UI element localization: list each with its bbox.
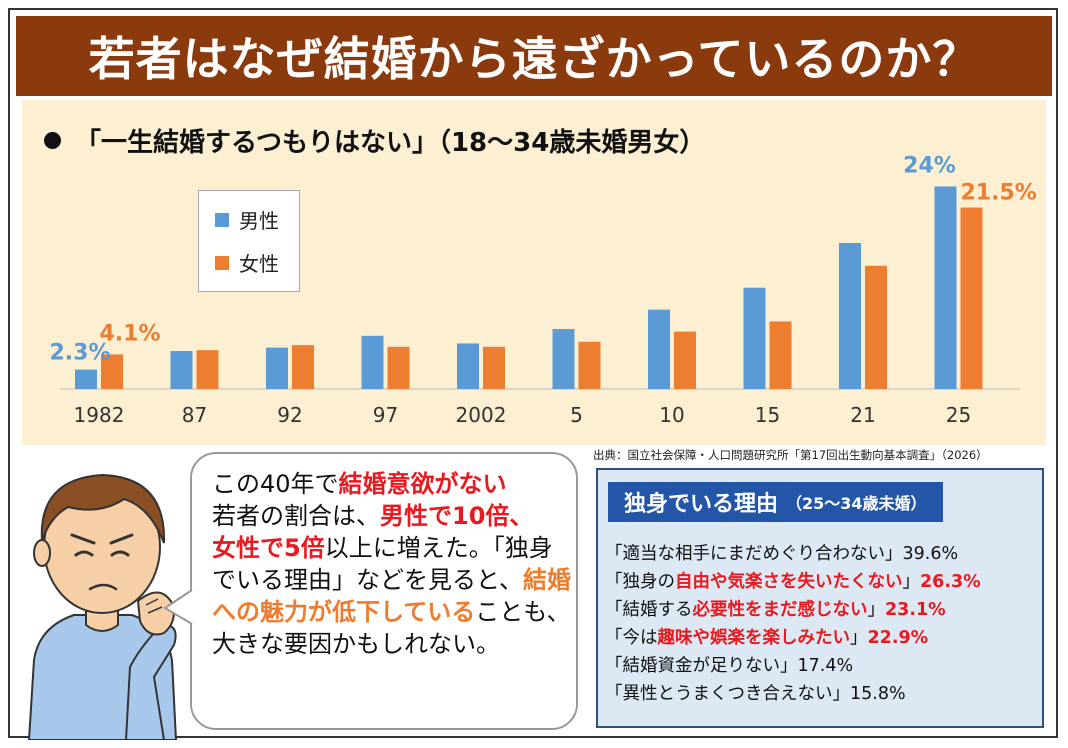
reason-hl: 自由や気楽さを失いたくない (675, 572, 903, 592)
bar-male-2002 (457, 343, 479, 389)
bubble-text-2: 若者の割合は、 (212, 502, 380, 530)
reason-hl: 必要性をまだ感じない (692, 600, 868, 620)
x-tick-label-1982: 1982 (74, 403, 125, 427)
legend-label-female: 女性 (239, 252, 279, 276)
reason-item: 「今は趣味や娯楽を楽しみたい」22.9% (605, 624, 1041, 652)
reason-value: 26.3% (920, 572, 981, 592)
bubble-highlight-1: 結婚意欲がない (338, 470, 507, 498)
bar-male-92 (266, 347, 288, 389)
reason-post: 」 (867, 600, 886, 620)
bar-male-10 (648, 309, 670, 389)
page-title: 若者はなぜ結婚から遠ざかっているのか？ (16, 16, 1052, 96)
bar-male-25 (934, 186, 957, 389)
reasons-list: 「適当な相手にまだめぐり合わない」39.6% 「独身の自由や気楽さを失いたくない」… (605, 540, 1041, 708)
reason-item: 「異性とうまくつき合えない」15.8% (605, 680, 1041, 708)
reason-pre: 「今は (605, 628, 658, 648)
x-tick-label-15: 15 (755, 403, 780, 427)
reason-value: 23.1% (885, 600, 946, 620)
reason-item: 「適当な相手にまだめぐり合わない」39.6% (605, 540, 1041, 568)
bar-male-15 (743, 287, 766, 389)
bullet-icon (44, 132, 61, 149)
bubble-text-4: ことも、大きな要因かもしれない。 (212, 598, 571, 658)
bar-female-92 (292, 345, 314, 389)
x-tick-label-97: 97 (373, 403, 398, 427)
x-tick-label-87: 87 (182, 403, 207, 427)
reasons-heading-sub: （25〜34歳未婚） (786, 494, 927, 513)
legend-item-male: 男性 (215, 205, 279, 234)
reason-pre: 「異性とうまくつき合えない」 (605, 684, 850, 704)
reason-pre: 「結婚資金が足りない」 (605, 656, 798, 676)
reason-post: 」 (902, 572, 921, 592)
legend-item-female: 女性 (215, 248, 279, 277)
bubble-text-1: この40年で (212, 470, 339, 498)
bar-female-10 (674, 331, 696, 389)
bar-female-1982 (101, 354, 123, 389)
reason-pre: 「結婚する (605, 600, 693, 620)
bubble-highlight-4: 結婚への魅力が低下している (212, 566, 572, 626)
source-note: 出典：国立社会保障・人口問題研究所「第17回出生動向基本調査」（2026） (593, 448, 988, 462)
legend-swatch-female (215, 255, 229, 270)
bar-female-15 (769, 321, 792, 389)
bar-chart: 1982 87 92 97 2002 5 10 15 21 25 2.3%4.1% 24%21.5% (49, 153, 1037, 427)
chart-legend: 男性 女性 (198, 190, 300, 292)
bar-female-5 (578, 341, 601, 389)
reason-post: 」 (850, 628, 868, 648)
bar-female-97 (387, 346, 410, 389)
x-tick-label-5: 5 (570, 403, 583, 427)
data-label-female-first: 4.1% (99, 321, 160, 346)
data-label-female-last: 21.5% (961, 181, 1037, 206)
reasons-heading: 独身でいる理由 （25〜34歳未婚） (608, 482, 943, 522)
reason-pre: 「独身の (605, 572, 675, 592)
bubble-highlight-2: 男性で10倍、 (380, 502, 534, 530)
reasons-heading-text: 独身でいる理由 (624, 492, 779, 517)
reason-pre: 「適当な相手にまだめぐり合わない」 (605, 544, 903, 564)
data-label-male-first: 2.3% (49, 341, 110, 366)
reason-hl: 趣味や娯楽を楽しみたい (657, 628, 851, 648)
x-tick-label-92: 92 (277, 403, 302, 427)
chart-title-block: 「一生結婚するつもりはない」（18〜34歳未婚男女） (44, 122, 705, 159)
legend-label-male: 男性 (239, 209, 279, 233)
bar-male-87 (170, 351, 193, 389)
reason-item: 「結婚資金が足りない」17.4% (605, 652, 1041, 680)
speech-bubble-tail (163, 589, 193, 625)
bubble-text: この40年で結婚意欲がない 若者の割合は、男性で10倍、 女性で5倍以上に増えた… (212, 468, 574, 660)
x-tick-label-2002: 2002 (456, 403, 507, 427)
reason-value: 39.6% (902, 544, 959, 564)
worried-man-illustration (27, 473, 178, 740)
reason-value: 15.8% (850, 684, 906, 704)
reason-value: 22.9% (867, 628, 929, 648)
bar-female-2002 (483, 346, 505, 389)
x-tick-label-25: 25 (946, 403, 971, 427)
bar-male-1982 (75, 369, 97, 389)
x-tick-label-21: 21 (850, 403, 875, 427)
bubble-highlight-3: 女性で5倍 (212, 534, 325, 562)
bubble-text-3: 以上に増えた。「独身でいる理由」などを見ると、 (212, 534, 553, 594)
bar-male-5 (552, 329, 575, 389)
chart-title: 「一生結婚するつもりはない」（18〜34歳未婚男女） (75, 128, 706, 158)
data-label-male-last: 24% (903, 153, 956, 178)
x-tick-label-10: 10 (659, 403, 684, 427)
bar-female-87 (196, 350, 219, 389)
reason-item: 「結婚する必要性をまだ感じない」23.1% (605, 596, 1041, 624)
bar-male-21 (839, 242, 861, 389)
bar-male-97 (361, 335, 384, 389)
bar-female-25 (960, 207, 983, 389)
legend-swatch-male (215, 212, 229, 227)
reason-item: 「独身の自由や気楽さを失いたくない」26.3% (605, 568, 1041, 596)
speech-bubble (190, 452, 578, 730)
bar-female-21 (865, 265, 887, 389)
reason-value: 17.4% (797, 656, 854, 676)
